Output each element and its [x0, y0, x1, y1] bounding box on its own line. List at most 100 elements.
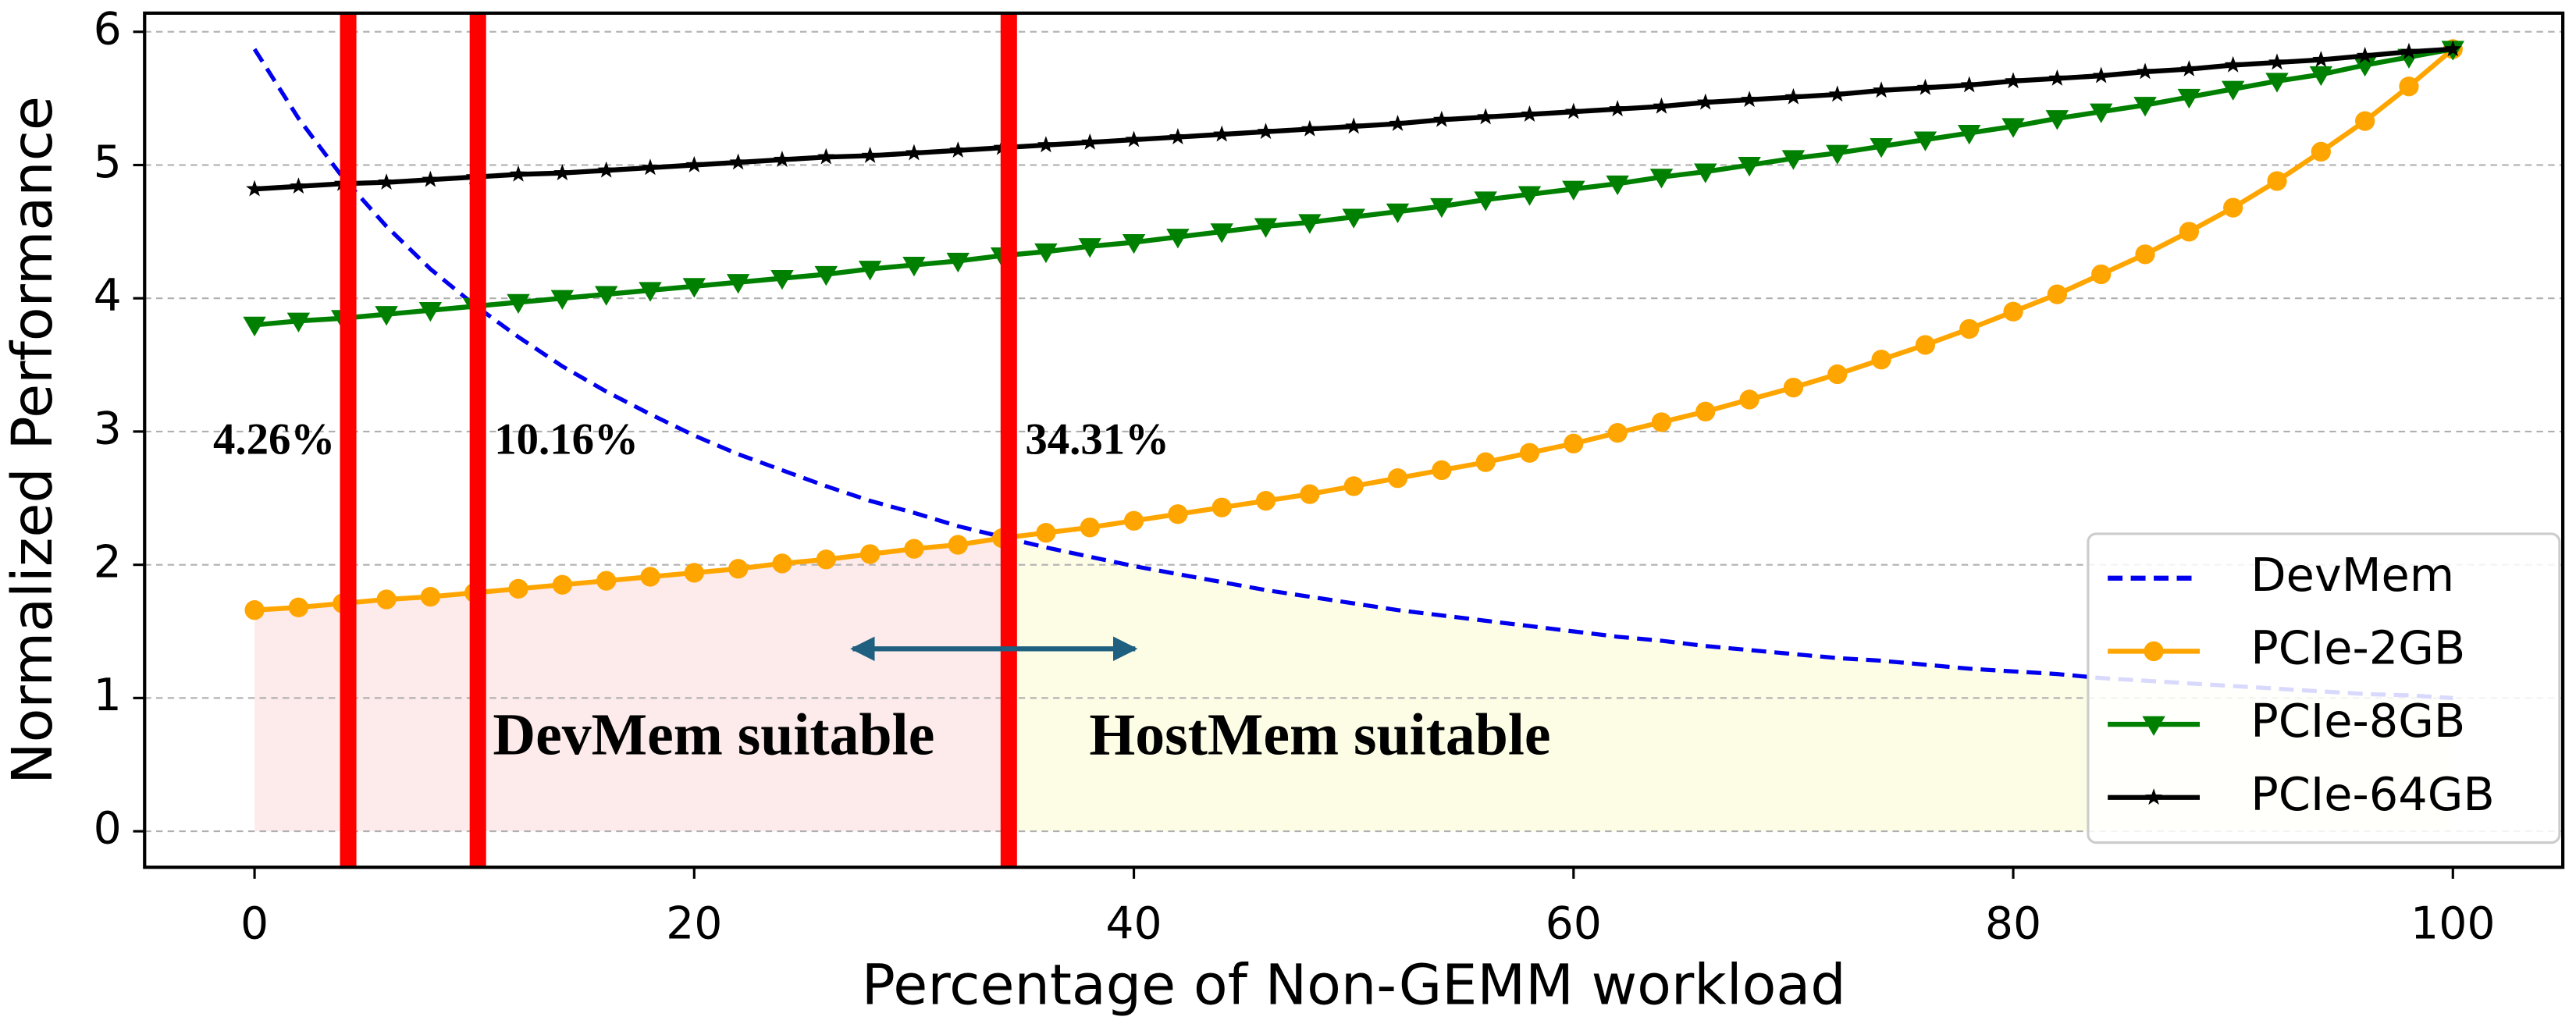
point — [1521, 105, 1539, 122]
grid — [144, 30, 2564, 833]
point — [2223, 197, 2243, 218]
point — [510, 165, 528, 182]
point — [1827, 364, 1848, 385]
point — [508, 578, 528, 599]
point — [772, 553, 792, 574]
point — [1213, 125, 1231, 142]
point — [1651, 412, 1672, 432]
point — [1960, 76, 1978, 93]
y-tick-label: 5 — [94, 137, 122, 188]
point — [1343, 476, 1364, 496]
point — [902, 256, 926, 277]
point — [685, 155, 703, 172]
point — [2133, 97, 2157, 117]
point — [552, 574, 572, 595]
point — [2268, 53, 2286, 70]
point — [639, 282, 662, 302]
x-tick-label: 20 — [666, 898, 722, 950]
point — [2137, 62, 2154, 80]
point — [1741, 91, 1759, 108]
point — [1300, 119, 1318, 137]
point — [2267, 171, 2287, 191]
y-axis-label: Normalized Performance — [0, 96, 65, 784]
point — [597, 161, 615, 178]
point — [1168, 504, 1188, 524]
point — [2399, 76, 2419, 97]
y-tick-label: 4 — [94, 270, 122, 322]
point — [1432, 110, 1450, 127]
point — [773, 151, 791, 167]
point — [946, 252, 970, 273]
point — [2353, 56, 2377, 77]
point — [1080, 517, 1100, 538]
point — [2142, 716, 2165, 736]
point — [1432, 460, 1452, 481]
point — [2091, 264, 2112, 285]
point — [2312, 51, 2330, 67]
point — [290, 177, 308, 194]
point — [1784, 87, 1802, 105]
point — [550, 290, 575, 310]
vline-label: 10.16% — [494, 414, 639, 464]
x-tick-label: 100 — [2411, 898, 2495, 950]
point — [418, 302, 443, 322]
point — [1738, 156, 1761, 177]
point — [244, 600, 265, 620]
point — [1037, 136, 1055, 153]
x-axis-label: Percentage of Non-GEMM workload — [862, 952, 1846, 1017]
point — [246, 180, 264, 197]
point — [905, 144, 923, 161]
point — [1916, 78, 1934, 95]
point — [1034, 243, 1058, 264]
point — [1519, 443, 1540, 463]
x-tick-label: 40 — [1105, 898, 1162, 950]
point — [1695, 401, 1716, 421]
region-label: DevMem suitable — [493, 702, 934, 768]
point — [2003, 301, 2023, 322]
point — [596, 571, 617, 591]
legend: DevMem PCIe-2GB PCIe-8GB PCIe-64GB — [2087, 532, 2561, 844]
point — [2045, 110, 2069, 130]
point — [2179, 222, 2199, 242]
legend-label: DevMem — [2250, 548, 2454, 602]
point — [1342, 208, 1365, 229]
point — [640, 567, 660, 587]
point — [861, 146, 879, 163]
y-tick-label: 0 — [94, 803, 122, 855]
point — [1389, 114, 1407, 131]
point — [641, 158, 659, 176]
point — [1078, 238, 1101, 258]
point — [1913, 131, 1937, 151]
point — [1739, 389, 1759, 410]
point — [1607, 422, 1628, 443]
point — [2089, 103, 2113, 123]
point — [682, 278, 706, 298]
point — [1430, 197, 1453, 219]
point — [507, 293, 530, 315]
point — [1387, 468, 1408, 489]
x-tick-label: 0 — [240, 898, 269, 950]
point — [2311, 141, 2331, 162]
point — [1255, 491, 1276, 511]
point — [1694, 163, 1717, 183]
point — [1915, 335, 1936, 355]
point — [1300, 484, 1320, 504]
point — [1169, 128, 1187, 144]
point — [1474, 191, 1497, 212]
point — [2400, 42, 2418, 59]
y-tick-label: 1 — [94, 670, 122, 721]
vline-label: 34.31% — [1025, 414, 1169, 464]
x-tick-label: 60 — [1546, 898, 1602, 950]
point — [1122, 233, 1146, 254]
point — [2444, 40, 2462, 57]
point — [2177, 88, 2201, 109]
point — [726, 274, 750, 294]
point — [2221, 80, 2245, 101]
legend-box — [2087, 532, 2561, 844]
point — [1477, 108, 1495, 125]
point — [859, 544, 881, 564]
point — [2224, 55, 2242, 73]
point — [1564, 102, 1582, 119]
point — [1345, 117, 1363, 134]
point — [1517, 186, 1542, 206]
